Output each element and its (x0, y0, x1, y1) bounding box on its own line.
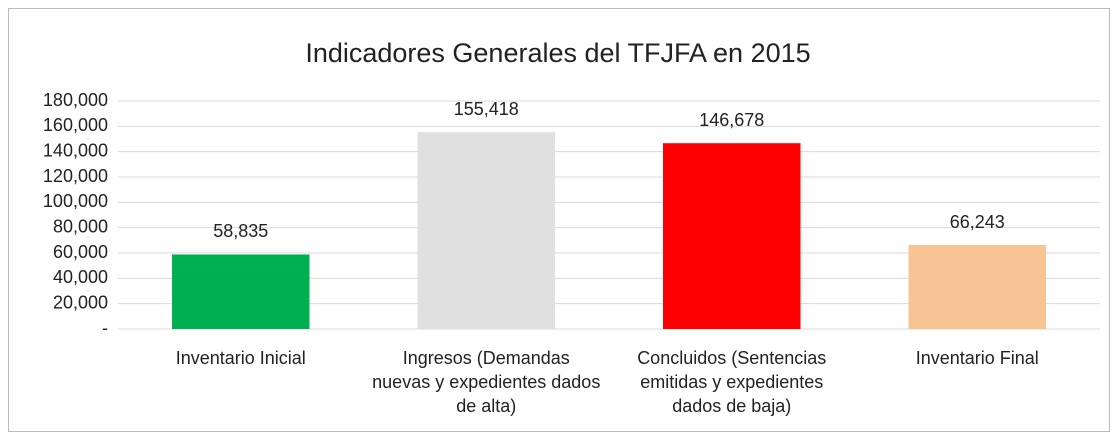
chart-border (8, 8, 1110, 432)
data-label: 146,678 (699, 110, 764, 130)
y-tick-label: 140,000 (43, 140, 108, 160)
bar (908, 245, 1046, 329)
y-tick-label: 60,000 (53, 242, 108, 262)
x-tick-label: Inventario Inicial (175, 348, 306, 368)
data-label: 155,418 (454, 99, 519, 119)
bar (417, 132, 555, 329)
y-tick-label: 180,000 (43, 90, 108, 110)
y-tick-label: 120,000 (43, 166, 108, 186)
y-tick-label: 100,000 (43, 191, 108, 211)
y-tick-label: 40,000 (53, 267, 108, 287)
x-tick-label: Ingresos (Demandas nuevas y expedientes … (372, 348, 601, 416)
x-tick-label: Concluidos (Sentencias emitidas y expedi… (637, 348, 827, 416)
bar (172, 254, 310, 329)
y-tick-label: 160,000 (43, 115, 108, 135)
data-label: 58,835 (213, 221, 268, 241)
bar (663, 143, 801, 329)
y-tick-label: 20,000 (53, 292, 108, 312)
y-tick-label: - (102, 318, 108, 338)
data-label: 66,243 (950, 212, 1005, 232)
x-tick-label: Inventario Final (915, 348, 1039, 368)
y-tick-label: 80,000 (53, 216, 108, 236)
chart-title: Indicadores Generales del TFJFA en 2015 (305, 38, 810, 68)
